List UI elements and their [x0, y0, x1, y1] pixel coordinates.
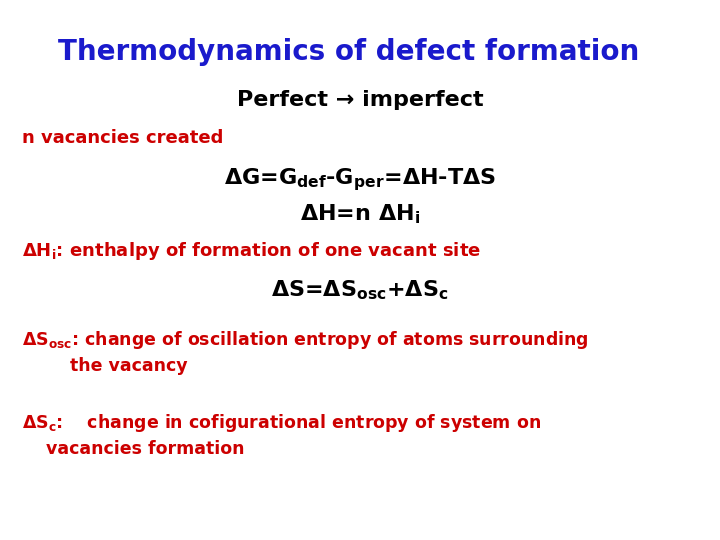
Text: ΔS$_\mathregular{c}$:    change in cofigurational entropy of system on
    vacan: ΔS$_\mathregular{c}$: change in cofigura…: [22, 412, 541, 457]
Text: ΔH=n ΔH$_\mathregular{i}$: ΔH=n ΔH$_\mathregular{i}$: [300, 202, 420, 226]
Text: ΔS=ΔS$_\mathregular{osc}$+ΔS$_\mathregular{c}$: ΔS=ΔS$_\mathregular{osc}$+ΔS$_\mathregul…: [271, 279, 449, 302]
Text: n vacancies created: n vacancies created: [22, 129, 223, 147]
Text: Thermodynamics of defect formation: Thermodynamics of defect formation: [58, 38, 639, 66]
Text: ΔH$_\mathregular{i}$: enthalpy of formation of one vacant site: ΔH$_\mathregular{i}$: enthalpy of format…: [22, 240, 481, 262]
Text: Perfect → imperfect: Perfect → imperfect: [237, 90, 483, 110]
Text: ΔG=G$_\mathregular{def}$-G$_\mathregular{per}$=ΔH-TΔS: ΔG=G$_\mathregular{def}$-G$_\mathregular…: [224, 166, 496, 193]
Text: ΔS$_\mathregular{osc}$: change of oscillation entropy of atoms surrounding
     : ΔS$_\mathregular{osc}$: change of oscill…: [22, 329, 588, 375]
